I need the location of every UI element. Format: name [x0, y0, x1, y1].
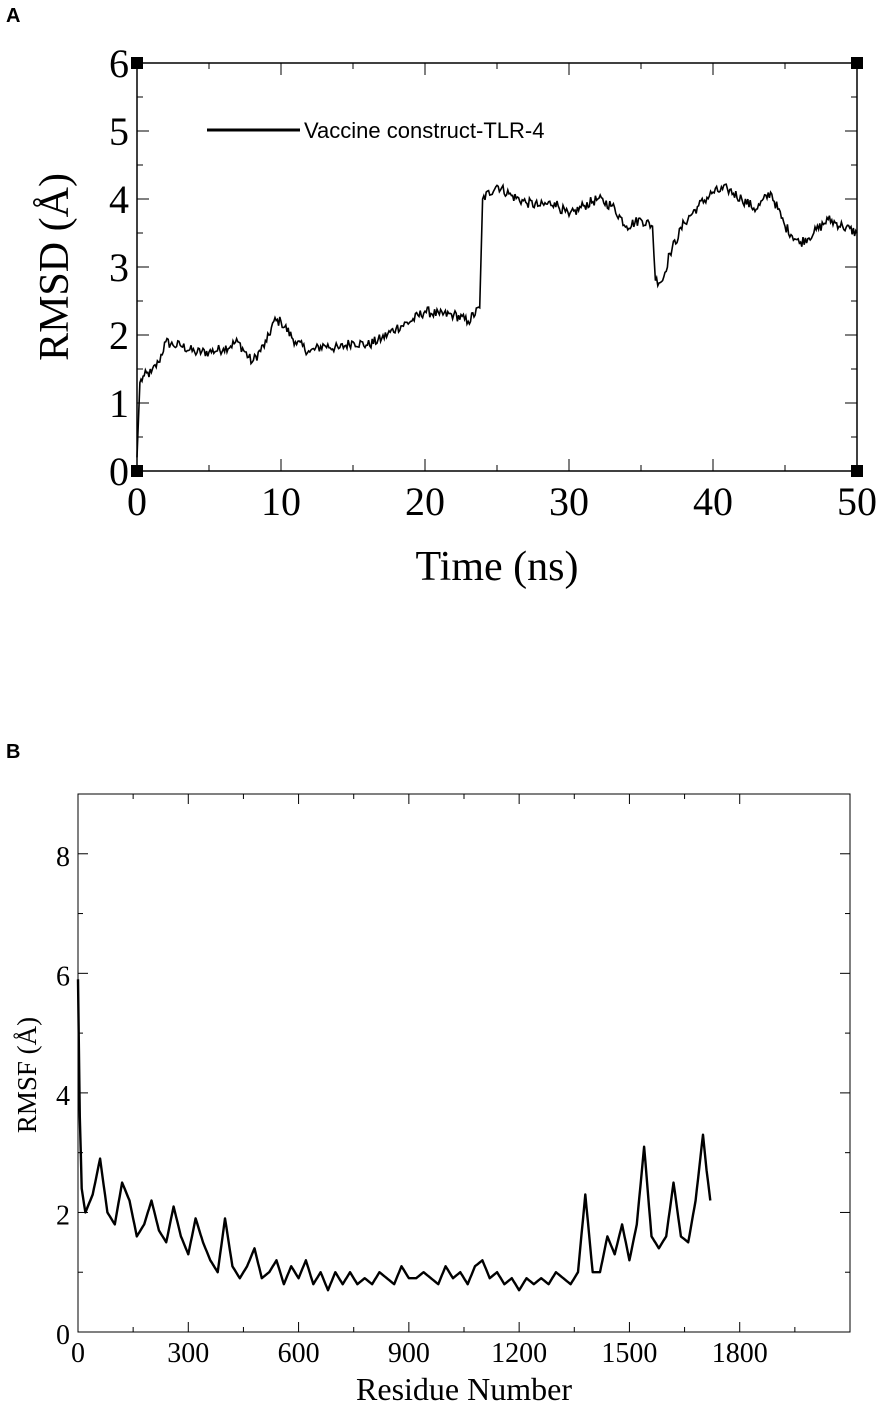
x-tick-label: 1800 — [712, 1338, 768, 1369]
x-tick-label: 600 — [278, 1338, 320, 1369]
y-tick-label: 6 — [56, 961, 70, 992]
x-tick-label: 40 — [693, 479, 733, 524]
y-tick-label: 2 — [56, 1200, 70, 1231]
rmsf-y-axis-title: RMSF (Å) — [12, 1017, 42, 1133]
x-tick-label: 1200 — [491, 1338, 547, 1369]
y-tick-label: 5 — [109, 109, 129, 154]
rmsd-chart: 0 10 20 30 40 50 0 1 2 3 4 5 6 Vaccine construct-TLR… — [32, 41, 877, 590]
x-tick-label: 900 — [388, 1338, 430, 1369]
rmsf-series-line — [76, 979, 712, 1292]
y-tick-label: 0 — [56, 1320, 70, 1351]
rmsf-x-axis-title: Residue Number — [356, 1371, 572, 1407]
rmsd-y-axis-title: RMSD (Å) — [32, 173, 78, 361]
y-tick-label: 6 — [109, 41, 129, 86]
rmsf-ticks: 0 300 600 900 1200 1500 1800 0 2 4 6 8 — [56, 793, 851, 1369]
x-tick-label: 300 — [167, 1338, 209, 1369]
y-tick-label: 0 — [109, 449, 129, 494]
y-tick-label: 4 — [109, 177, 129, 222]
y-tick-label: 8 — [56, 842, 70, 873]
x-tick-label: 0 — [127, 479, 147, 524]
y-tick-label: 4 — [56, 1081, 70, 1112]
legend-label: Vaccine construct-TLR-4 — [304, 118, 544, 143]
x-tick-label: 50 — [837, 479, 877, 524]
x-tick-label: 30 — [549, 479, 589, 524]
y-tick-label: 2 — [109, 313, 129, 358]
rmsd-ticks: 0 10 20 30 40 50 0 1 2 3 4 5 6 — [109, 41, 877, 524]
y-tick-label: 1 — [109, 381, 129, 426]
rmsd-series-line — [136, 182, 858, 458]
x-tick-label: 0 — [71, 1338, 85, 1369]
x-tick-label: 20 — [405, 479, 445, 524]
x-tick-label: 1500 — [601, 1338, 657, 1369]
panel-a-label: A — [6, 5, 20, 27]
y-tick-label: 3 — [109, 245, 129, 290]
rmsf-chart: 0 300 600 900 1200 1500 1800 0 2 4 6 8 Residue Numb… — [12, 793, 851, 1407]
rmsd-x-axis-title: Time (ns) — [416, 544, 579, 590]
rmsf-plot-frame — [77, 793, 851, 1333]
panel-b-label: B — [6, 741, 20, 763]
x-tick-label: 10 — [261, 479, 301, 524]
